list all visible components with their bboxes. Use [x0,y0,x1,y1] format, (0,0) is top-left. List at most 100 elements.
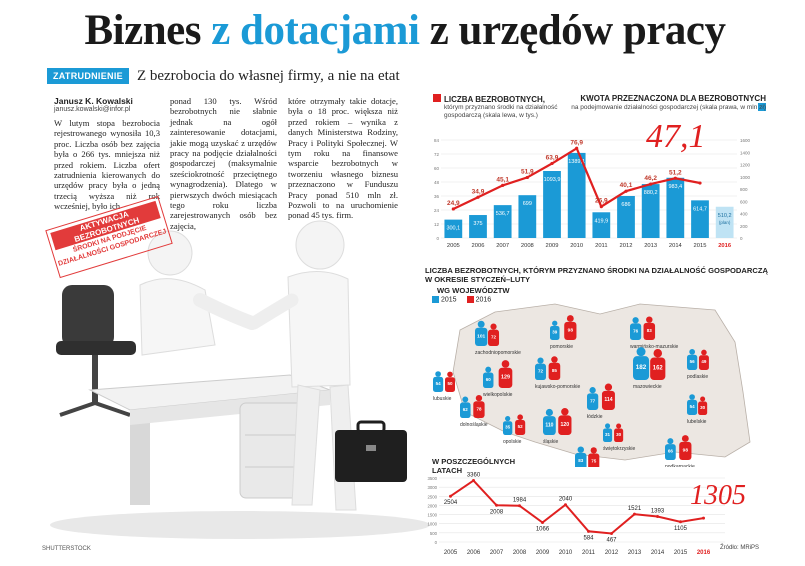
top-chart-highlight-value: 47,1 [646,118,706,155]
x-tick-label: 2013 [644,243,657,249]
region-value: 52 [518,424,524,429]
bar [691,200,709,238]
y-right-tick: 600 [740,199,748,204]
region-value: 98 [683,448,689,454]
person-icon [462,396,469,403]
point-value-label: 1066 [536,527,550,533]
person-icon [551,356,558,363]
person-body [679,441,692,460]
region-value: 76 [633,328,639,333]
line-value-label: 46,2 [644,175,657,182]
region-value: 182 [636,364,647,371]
line-point [518,504,521,508]
person-body [503,421,513,435]
author-email[interactable]: janusz.kowalski@infor.pl [54,106,131,113]
line-point [575,146,579,150]
region-value: 56 [690,359,696,364]
section-tag: ZATRUDNIENIE [47,68,129,84]
person-icon [632,317,639,324]
point-value-label: 3360 [467,473,481,479]
region-label: pomorskie [550,344,573,350]
person-icon [517,414,523,421]
y-left-tick: 60 [434,166,440,171]
illustration-handshake [50,220,430,539]
person-icon [490,323,497,330]
person-body [587,393,599,410]
photo-credit: SHUTTERSTOCK [42,546,91,552]
region-value: 31 [605,432,611,437]
line-point [649,182,653,186]
region-value: 60 [486,377,492,382]
y-tick: 1500 [427,513,437,518]
person-body [643,322,656,340]
x-tick-label: 2007 [496,243,509,249]
person-icon [590,447,597,454]
region-value: 114 [604,397,612,403]
person-body [687,354,698,370]
x-tick-label: 2012 [605,550,619,556]
person-icon [552,320,558,326]
person-body [558,415,572,435]
region-value: 30 [700,405,706,410]
line-point [673,176,677,180]
bar [666,177,685,238]
region-value: 120 [561,422,570,428]
region-label: zachodniopomorskie [475,350,521,356]
article-column-3: które otrzymały takie dotacje, była o 18… [288,96,398,221]
person-body [550,325,560,340]
bar-value-label: 419,9 [594,218,608,224]
person-body [603,428,613,442]
region-label: śląskie [543,439,559,445]
region-value: 54 [436,381,442,386]
bar-value-label: 375 [473,221,482,227]
region-value: 110 [545,422,553,428]
x-tick-label: 2007 [490,550,504,556]
subheader: ZATRUDNIENIE Z bezrobocia do własnej fir… [47,67,400,85]
y-tick: 3500 [427,476,437,481]
line-point [702,516,705,520]
person-body [698,401,708,415]
headline-part1: Biznes [84,7,212,54]
region-value: 39 [552,330,558,335]
point-value-label: 1105 [674,526,688,532]
article-column-2: ponad 130 tys. Wśród bezrobotnych nie sł… [170,96,277,231]
x-tick-label: 2005 [444,550,458,556]
region-label: mazowieckie [633,384,662,390]
point-value-label: 1984 [513,498,527,504]
point-value-label: 1393 [651,509,665,515]
map-subtitle: WG WOJEWÓDZTW [437,286,510,295]
bar-value-label: 686 [621,202,630,208]
x-tick-label: 2016 [718,243,732,249]
person-icon [700,396,706,402]
region-value: 101 [477,334,485,340]
x-tick-label: 2006 [472,243,485,249]
line-point [495,503,498,507]
bar [592,212,611,238]
line-point [624,189,628,193]
bar-value-label: 536,7 [496,211,510,217]
line-value-label: 24,9 [447,200,460,207]
person-body [445,377,456,392]
bar-value-label: 1093,9 [544,177,561,183]
bar-value-label: 510,2 [718,213,732,219]
region-label: dolnośląskie [460,422,488,428]
bottom-chart-highlight-value: 1305 [690,480,746,511]
region-label: warmińsko-mazurskie [630,344,679,350]
region-label: lubelskie [687,419,707,425]
x-tick-label: 2010 [570,243,583,249]
bar-value-label: 983,4 [668,184,682,190]
person-icon [477,320,485,328]
line-series [449,479,704,535]
person-icon [545,408,553,417]
person-body [548,362,561,380]
region-label: łódzkie [587,414,603,420]
person-body [630,323,642,340]
y-tick: 0 [435,540,438,545]
line-value-label: 40,1 [620,182,633,189]
line-point [501,183,505,187]
person-body [614,428,624,442]
x-tick-label: 2015 [674,550,688,556]
region-value: 50 [448,381,454,386]
point-value-label: 584 [583,535,594,541]
line-value-label: 63,9 [546,154,559,161]
